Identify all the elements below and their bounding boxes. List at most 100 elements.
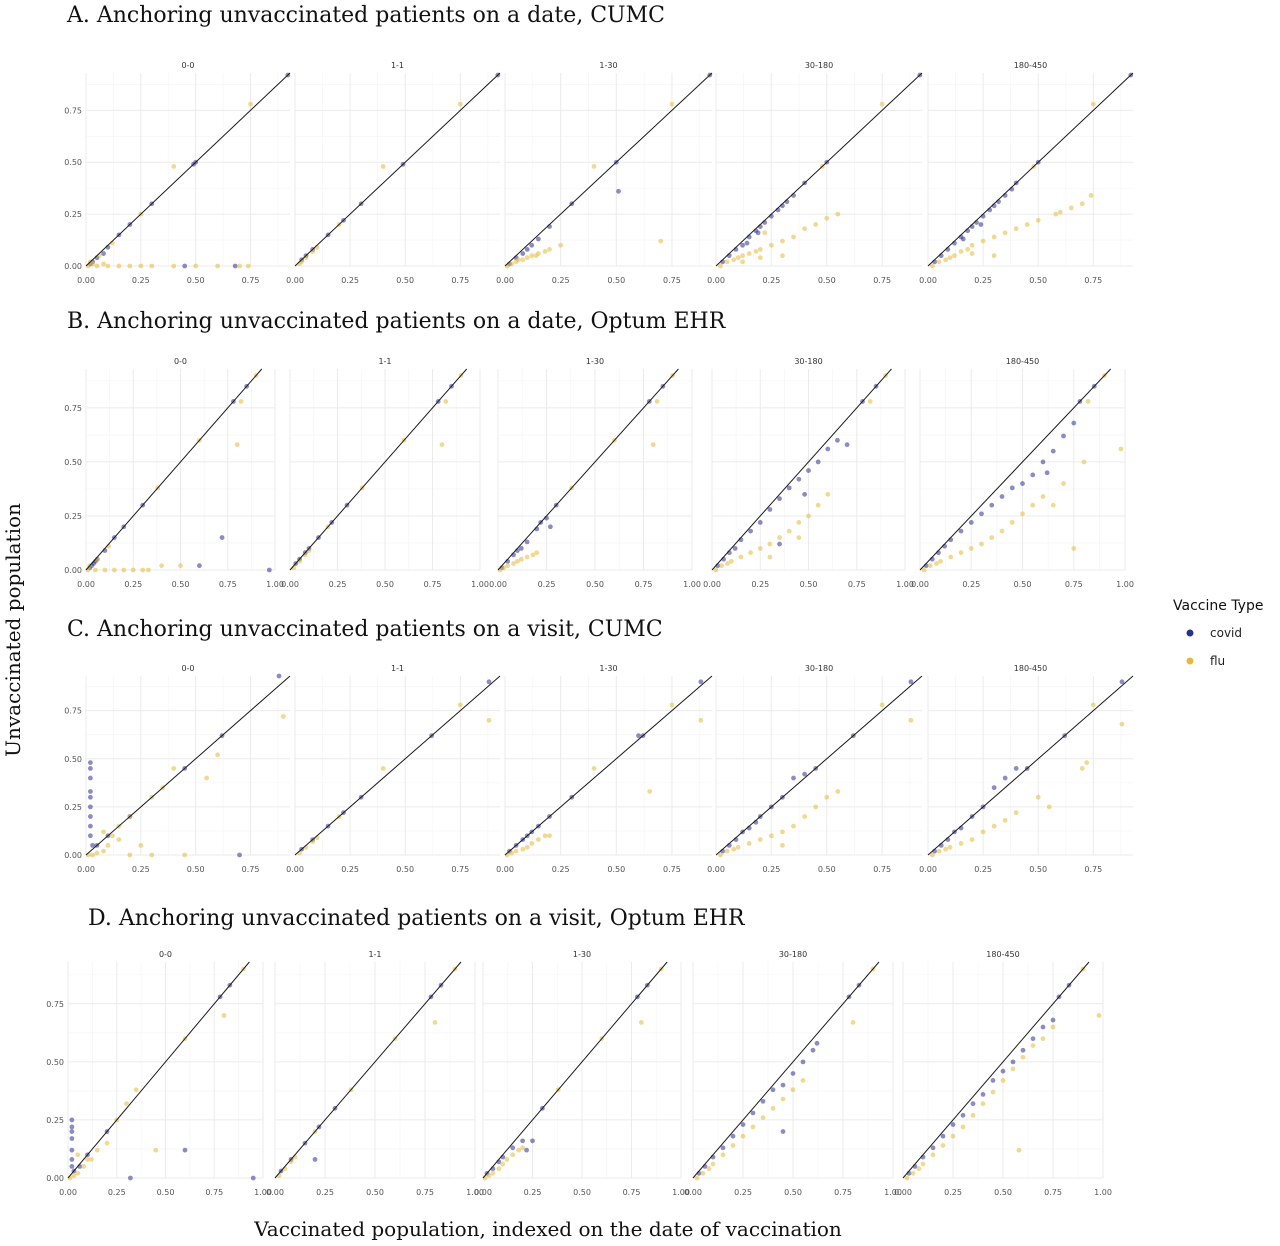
point-flu: [969, 251, 975, 256]
x-tick-label: 0.50: [187, 276, 205, 285]
point-covid: [616, 188, 621, 194]
point-covid: [960, 236, 966, 242]
y-tick-label: 0.00: [46, 1174, 64, 1183]
x-tick-label: 0.25: [751, 580, 769, 589]
point-covid: [87, 833, 93, 839]
point-flu: [694, 1175, 700, 1181]
point-flu: [728, 558, 734, 564]
point-flu: [947, 255, 953, 261]
facet-panel: 180-450 0.00 0.25 0.50 0.75 1.00: [911, 357, 1134, 589]
point-flu: [706, 1166, 712, 1172]
point-flu: [740, 1133, 746, 1139]
reference-line-diagonal: [294, 675, 501, 856]
point-flu: [958, 841, 964, 846]
point-flu: [542, 833, 548, 839]
facet-panel: 30-180 0.00 0.25 0.50 0.75: [707, 61, 923, 285]
point-flu: [824, 215, 830, 221]
reference-line-diagonal: [504, 675, 713, 856]
point-flu: [916, 1166, 922, 1172]
point-flu: [380, 163, 386, 169]
point-flu: [1020, 1054, 1026, 1060]
point-flu: [813, 222, 819, 227]
point-flu: [127, 852, 133, 858]
point-flu: [1024, 222, 1030, 227]
row-a: A. Anchoring unvaccinated patients on a …: [64, 3, 1134, 285]
point-flu: [510, 1152, 516, 1158]
x-tick-label: 0.50: [1014, 580, 1032, 589]
x-tick-label: 0.75: [451, 276, 469, 285]
x-tick-label: 0.50: [800, 580, 818, 589]
row-title: B. Anchoring unvaccinated patients on a …: [67, 309, 727, 334]
point-flu: [979, 541, 984, 547]
point-flu: [952, 253, 957, 259]
point-flu: [529, 253, 535, 259]
point-covid: [237, 852, 242, 858]
point-flu: [980, 238, 986, 244]
x-tick-label: 0.25: [734, 1188, 752, 1197]
facet-panel: 0-0 0.00 0.25 0.50 0.75 1.00 0.00 0.25 0.50 0.75: [46, 950, 272, 1197]
point-covid: [730, 1133, 736, 1139]
facet-label: 1-1: [378, 357, 391, 366]
point-flu: [1085, 399, 1091, 404]
point-flu: [1000, 1078, 1006, 1083]
point-flu: [989, 535, 995, 540]
point-covid: [69, 1147, 75, 1153]
y-tick-label: 0.50: [64, 755, 82, 764]
point-flu: [718, 263, 723, 269]
point-covid: [530, 1138, 535, 1144]
reference-line-diagonal: [289, 368, 468, 571]
point-flu: [501, 565, 507, 571]
x-tick-label: 0.00: [496, 276, 514, 285]
point-flu: [518, 556, 524, 562]
point-flu: [1013, 226, 1019, 232]
point-flu: [950, 1133, 956, 1139]
point-flu: [1079, 765, 1085, 771]
point-flu: [943, 257, 949, 263]
y-tick-label: 0.25: [64, 803, 82, 812]
point-flu: [654, 399, 660, 404]
y-tick-label: 0.25: [64, 210, 82, 219]
point-flu: [248, 101, 253, 107]
x-tick-label: 0.25: [538, 580, 556, 589]
point-flu: [124, 1101, 129, 1107]
point-flu: [1119, 721, 1125, 727]
x-tick-label: 0.00: [286, 276, 304, 285]
row-b: B. Anchoring unvaccinated patients on a …: [64, 309, 1134, 589]
point-flu: [94, 1147, 100, 1153]
facet-label: 180-450: [1006, 357, 1039, 366]
row-title: D. Anchoring unvaccinated patients on a …: [88, 906, 746, 931]
point-flu: [768, 833, 774, 839]
point-covid: [806, 468, 811, 473]
point-flu: [724, 848, 730, 854]
x-tick-label: 0.25: [132, 865, 150, 874]
y-tick-label: 0.00: [64, 851, 82, 860]
point-flu: [669, 702, 675, 708]
x-tick-label: 0.25: [974, 276, 992, 285]
x-tick-label: 0.75: [635, 580, 653, 589]
point-flu: [639, 1019, 644, 1025]
point-flu: [380, 765, 386, 771]
point-covid: [780, 1129, 786, 1134]
point-flu: [486, 717, 492, 723]
point-flu: [1090, 702, 1096, 708]
point-covid: [250, 1175, 256, 1181]
x-tick-label: 0.75: [873, 865, 891, 874]
point-flu: [815, 502, 821, 508]
x-tick-label: 0.00: [59, 1188, 77, 1197]
x-tick-label: 0.00: [919, 865, 937, 874]
point-flu: [1009, 520, 1015, 525]
x-tick-label: 1.00: [884, 1188, 902, 1197]
point-flu: [796, 535, 802, 540]
point-covid: [547, 524, 553, 530]
legend-label-covid: covid: [1210, 626, 1242, 640]
x-tick-label: 0.75: [219, 580, 237, 589]
point-flu: [105, 842, 111, 848]
point-covid: [790, 1071, 796, 1076]
point-flu: [529, 841, 535, 846]
x-tick-label: 0.75: [424, 580, 442, 589]
point-flu: [1050, 1024, 1056, 1030]
point-flu: [835, 789, 841, 794]
y-axis-title: Unvaccinated population: [1, 503, 25, 757]
facet-label: 0-0: [181, 664, 194, 673]
x-tick-label: 0.25: [762, 276, 780, 285]
